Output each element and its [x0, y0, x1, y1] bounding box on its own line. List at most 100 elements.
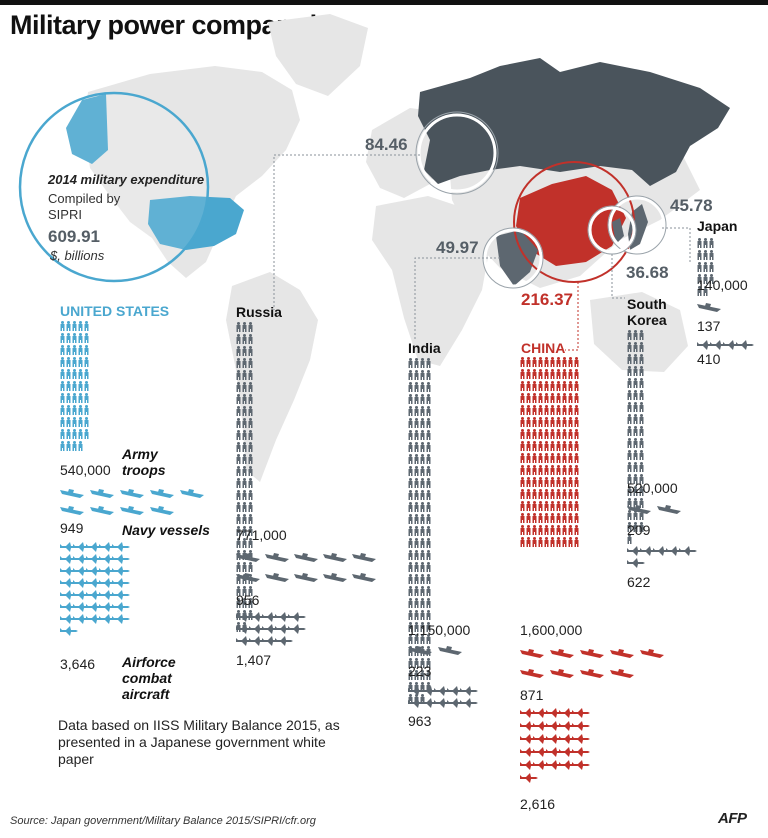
china-air-icon: [572, 760, 590, 770]
russia-army-icon: [248, 358, 253, 368]
india-army-icon: [408, 574, 413, 584]
usa-army-icon: [84, 417, 89, 427]
korea-air-icon: [627, 546, 645, 556]
japan-army-icon: [703, 286, 708, 296]
russia-air-icon: [288, 612, 306, 622]
china-army-icon: [550, 405, 555, 415]
india-army-icon: [420, 514, 425, 524]
japan-army-icon: [697, 262, 702, 272]
russia-army-icon: [248, 514, 253, 524]
map-alaska: [66, 94, 108, 164]
india-army-icon: [414, 490, 419, 500]
korea-name-line1: South: [627, 296, 667, 312]
india-army-icon: [426, 418, 431, 428]
usa-army-icon: [84, 393, 89, 403]
china-army-icon: [538, 357, 543, 367]
russia-spending-circle-outline: [415, 111, 499, 195]
air-label-line2: combat: [122, 670, 172, 686]
korea-navy-icon: [627, 505, 651, 514]
india-army-icon: [420, 466, 425, 476]
india-navy-icon: [438, 646, 462, 655]
korea-army-icon: [627, 462, 632, 472]
usa-army-icon: [60, 345, 65, 355]
russia-navy-icon: [265, 553, 289, 562]
india-air-icon: [434, 686, 452, 696]
india-army-icon: [426, 550, 431, 560]
korea-army-icon: [639, 378, 644, 388]
russia-army-icon: [236, 394, 241, 404]
china-air-icon: [520, 708, 538, 718]
china-army-icon: [574, 537, 579, 547]
china-army-icon: [574, 513, 579, 523]
china-army-icon: [568, 369, 573, 379]
india-army-icon: [408, 598, 413, 608]
russia-air-icon: [249, 624, 267, 634]
expenditure-heading: 2014 military expenditure: [48, 172, 205, 187]
china-army-icon: [520, 429, 525, 439]
usa-army-icon: [84, 381, 89, 391]
usa-army-icon: [66, 333, 71, 343]
usa-navy-icon: [90, 489, 114, 498]
usa-air-icon: [60, 614, 78, 624]
india-army-icon: [426, 538, 431, 548]
russia-army-icon: [242, 538, 247, 548]
china-army-icon: [550, 357, 555, 367]
russia-army-icon: [248, 466, 253, 476]
china-air-icon: [533, 721, 551, 731]
korea-air-value: 622: [627, 574, 651, 590]
russia-army-icon: [248, 538, 253, 548]
usa-army-icon: [72, 429, 77, 439]
china-navy-icon: [520, 649, 544, 658]
top-rule: [0, 0, 768, 5]
russia-army-icon: [236, 406, 241, 416]
usa-navy-icon: [60, 489, 84, 498]
india-army-icon: [426, 466, 431, 476]
korea-name-line2: Korea: [627, 312, 667, 328]
air-label-line1: Airforce: [122, 654, 176, 670]
china-air-icon: [559, 734, 577, 744]
india-army-icon: [408, 610, 413, 620]
india-army-icon: [414, 550, 419, 560]
russia-army-icon: [242, 346, 247, 356]
russia-army-icon: [248, 406, 253, 416]
usa-air-icon: [86, 542, 104, 552]
russia-army-icon: [242, 490, 247, 500]
china-air-icon: [546, 747, 564, 757]
russia-army-icon: [248, 598, 253, 608]
india-army-icon: [408, 370, 413, 380]
china-army-icon: [544, 513, 549, 523]
china-army-icon: [562, 525, 567, 535]
china-army-icon: [568, 393, 573, 403]
russia-army-icon: [242, 454, 247, 464]
russia-army-icon: [242, 598, 247, 608]
expenditure-unit: $, billions: [50, 248, 105, 263]
leader-lines: [273, 154, 691, 351]
china-army-icon: [562, 381, 567, 391]
russia-army-icon: [248, 346, 253, 356]
japan-navy-icon: [697, 303, 721, 312]
russia-navy-icon: [352, 573, 376, 582]
map-greenland: [268, 14, 368, 96]
china-army-icon: [568, 501, 573, 511]
india-army-icon: [408, 658, 413, 668]
india-army-icon: [414, 526, 419, 536]
india-army-icon: [408, 430, 413, 440]
china-army-icon: [544, 453, 549, 463]
korea-army-icon: [639, 486, 644, 496]
china-army-icon: [550, 477, 555, 487]
russia-army-value: 771,000: [236, 527, 287, 543]
korea-army-icon: [639, 462, 644, 472]
china-army-icon: [532, 477, 537, 487]
china-army-icon: [538, 369, 543, 379]
china-air-icon: [559, 760, 577, 770]
usa-air-icon: [99, 590, 117, 600]
korea-army-icon: [639, 366, 644, 376]
india-army-icon: [408, 466, 413, 476]
india-army-icon: [414, 622, 419, 632]
russia-army-icon: [242, 466, 247, 476]
india-army-icon: [420, 526, 425, 536]
usa-army-icon: [78, 405, 83, 415]
india-army-icon: [420, 370, 425, 380]
china-army-icon: [544, 465, 549, 475]
india-army-icon: [408, 538, 413, 548]
